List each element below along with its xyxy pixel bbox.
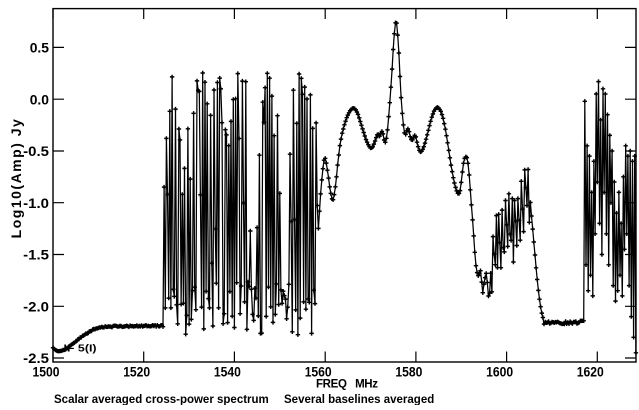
svg-text:-1.5: -1.5: [23, 247, 49, 263]
svg-text:1520: 1520: [123, 364, 150, 380]
svg-text:Log10(Amp) Jy: Log10(Amp) Jy: [8, 118, 24, 239]
svg-text:1600: 1600: [486, 364, 513, 380]
svg-text:1500: 1500: [33, 364, 60, 380]
svg-text:-2.0: -2.0: [23, 299, 49, 315]
svg-text:-2.5: -2.5: [23, 350, 49, 366]
svg-text:1620: 1620: [577, 364, 604, 380]
svg-text:0.0: 0.0: [30, 91, 50, 107]
svg-text:0.5: 0.5: [30, 40, 50, 56]
svg-text:1560: 1560: [305, 364, 332, 380]
svg-text:FREQ MHz: FREQ MHz: [316, 378, 378, 390]
svg-text:1580: 1580: [395, 364, 422, 380]
svg-text:Scalar averaged cross-power sp: Scalar averaged cross-power spectrum: [54, 394, 269, 405]
svg-text:-0.5: -0.5: [23, 143, 49, 159]
svg-text:-1.0: -1.0: [23, 195, 49, 211]
svg-text:IF 5(I): IF 5(I): [64, 343, 97, 355]
svg-text:Several baselines averaged: Several baselines averaged: [284, 394, 434, 405]
svg-text:1540: 1540: [214, 364, 241, 380]
